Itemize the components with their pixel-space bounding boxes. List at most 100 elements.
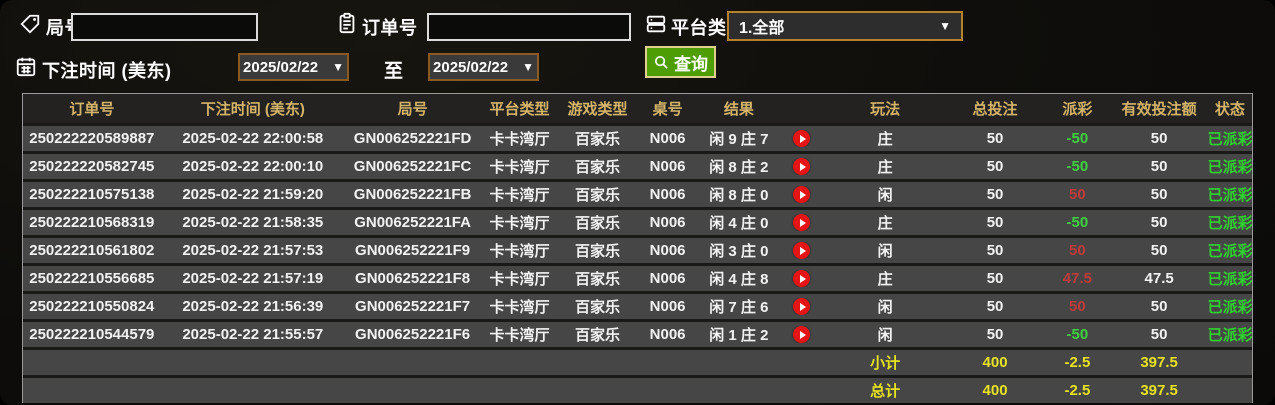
date-to-select[interactable]: 2025/02/22 ▼ [428, 53, 539, 81]
cell-table-no: N006 [649, 186, 686, 203]
cell-valid-bet: 50 [1150, 158, 1168, 175]
cell-play: 庄 [877, 215, 893, 232]
cell-payout: 50 [1069, 298, 1086, 315]
play-icon[interactable] [793, 326, 811, 344]
cell-game-no: GN006252221FA [354, 214, 471, 231]
cell-game-no: GN006252221FB [353, 186, 472, 203]
cell-order-no: 250222210575138 [29, 186, 155, 203]
total-payout: -2.5 [1064, 382, 1091, 399]
cell-payout: 47.5 [1062, 270, 1092, 287]
chevron-down-icon: ▼ [522, 60, 534, 74]
cell-payout: -50 [1066, 214, 1089, 231]
cell-play: 庄 [877, 131, 893, 148]
cell-total-bet: 50 [986, 326, 1004, 343]
platform-type-label: 平台类型 [671, 18, 745, 38]
play-icon[interactable] [793, 186, 811, 204]
date-to-value: 2025/02/22 [433, 58, 509, 76]
cell-bet-time: 2025-02-22 21:57:19 [182, 270, 324, 287]
cell-total-bet: 50 [986, 130, 1004, 147]
search-icon [654, 55, 668, 69]
cell-payout: -50 [1066, 326, 1089, 343]
cell-order-no: 250222210556685 [29, 270, 155, 287]
play-icon[interactable] [793, 158, 811, 176]
col-header-game-no: 局号 [397, 101, 428, 118]
chevron-down-icon: ▼ [332, 60, 344, 74]
order-no-input[interactable] [427, 13, 631, 41]
play-icon[interactable] [793, 270, 811, 288]
play-icon[interactable] [793, 298, 811, 316]
cell-game-type: 百家乐 [575, 299, 621, 316]
col-header-platform: 平台类型 [489, 101, 550, 118]
cell-platform: 卡卡湾厅 [489, 159, 550, 176]
cell-valid-bet: 50 [1150, 298, 1168, 315]
col-header-game-type: 游戏类型 [567, 101, 628, 118]
table-body: 250222220589887 2025-02-22 22:00:58 GN00… [23, 123, 1252, 347]
cell-valid-bet: 50 [1150, 130, 1168, 147]
calendar-icon [15, 55, 37, 77]
cell-total-bet: 50 [986, 186, 1004, 203]
tag-icon [19, 13, 41, 35]
play-icon[interactable] [793, 130, 811, 148]
col-header-status: 状态 [1214, 101, 1245, 118]
subtotal-row: 小计 400 -2.5 397.5 [23, 347, 1252, 375]
cell-result: 闲 1 庄 2 [709, 327, 769, 344]
col-header-order-no: 订单号 [69, 101, 115, 118]
col-header-result: 结果 [723, 101, 754, 118]
cell-replay [779, 186, 824, 204]
cell-result: 闲 9 庄 7 [709, 131, 769, 148]
bet-history-table: 订单号 下注时间 (美东) 局号 平台类型 游戏类型 桌号 结果 玩法 总投注 … [22, 93, 1253, 403]
cell-total-bet: 50 [986, 158, 1004, 175]
cell-total-bet: 50 [986, 270, 1004, 287]
query-button[interactable]: 查询 [645, 46, 716, 78]
cell-bet-time: 2025-02-22 22:00:58 [182, 130, 324, 147]
table-row: 250222210575138 2025-02-22 21:59:20 GN00… [23, 179, 1252, 207]
cell-game-type: 百家乐 [575, 131, 621, 148]
cell-game-type: 百家乐 [575, 159, 621, 176]
subtotal-payout: -2.5 [1064, 354, 1091, 371]
cell-play: 闲 [877, 243, 893, 260]
cell-replay [779, 298, 824, 316]
cell-table-no: N006 [649, 298, 686, 315]
cell-platform: 卡卡湾厅 [489, 131, 550, 148]
bet-time-label: 下注时间 (美东) [42, 61, 172, 81]
platform-type-select[interactable]: 1.全部 ▼ [727, 11, 963, 41]
cell-table-no: N006 [649, 214, 686, 231]
cell-status: 已派彩 [1207, 271, 1252, 288]
cell-order-no: 250222210544579 [29, 326, 155, 343]
cell-total-bet: 50 [986, 214, 1004, 231]
table-row: 250222220582745 2025-02-22 22:00:10 GN00… [23, 151, 1252, 179]
cell-play: 闲 [877, 299, 893, 316]
col-header-play: 玩法 [870, 101, 901, 118]
subtotal-valid-bet: 397.5 [1140, 354, 1178, 371]
subtotal-total-bet: 400 [982, 354, 1008, 371]
cell-status: 已派彩 [1207, 299, 1252, 316]
table-row: 250222210561802 2025-02-22 21:57:53 GN00… [23, 235, 1252, 263]
total-total-bet: 400 [982, 382, 1008, 399]
cell-order-no: 250222220589887 [29, 130, 155, 147]
clipboard-icon [336, 12, 358, 34]
cell-replay [779, 270, 824, 288]
col-header-payout: 派彩 [1062, 101, 1093, 118]
cell-bet-time: 2025-02-22 21:56:39 [182, 298, 324, 315]
date-from-select[interactable]: 2025/02/22 ▼ [238, 53, 349, 81]
cell-game-type: 百家乐 [575, 243, 621, 260]
col-header-bet-time: 下注时间 (美东) [200, 101, 305, 118]
cell-play: 庄 [877, 271, 893, 288]
cell-payout: 50 [1069, 186, 1086, 203]
table-row: 250222210568319 2025-02-22 21:58:35 GN00… [23, 207, 1252, 235]
cell-result: 闲 3 庄 0 [709, 243, 769, 260]
cell-bet-time: 2025-02-22 22:00:10 [182, 158, 324, 175]
game-no-input[interactable] [71, 13, 258, 41]
cell-valid-bet: 50 [1150, 214, 1168, 231]
cell-bet-time: 2025-02-22 21:59:20 [182, 186, 324, 203]
col-header-valid-bet: 有效投注额 [1121, 101, 1197, 118]
cell-result: 闲 8 庄 0 [709, 187, 769, 204]
cell-result: 闲 7 庄 6 [709, 299, 769, 316]
table-row: 250222210556685 2025-02-22 21:57:19 GN00… [23, 263, 1252, 291]
table-row: 250222210544579 2025-02-22 21:55:57 GN00… [23, 319, 1252, 347]
play-icon[interactable] [793, 242, 811, 260]
cell-game-no: GN006252221F6 [355, 326, 471, 343]
cell-valid-bet: 47.5 [1144, 270, 1174, 287]
play-icon[interactable] [793, 214, 811, 232]
cell-table-no: N006 [649, 326, 686, 343]
